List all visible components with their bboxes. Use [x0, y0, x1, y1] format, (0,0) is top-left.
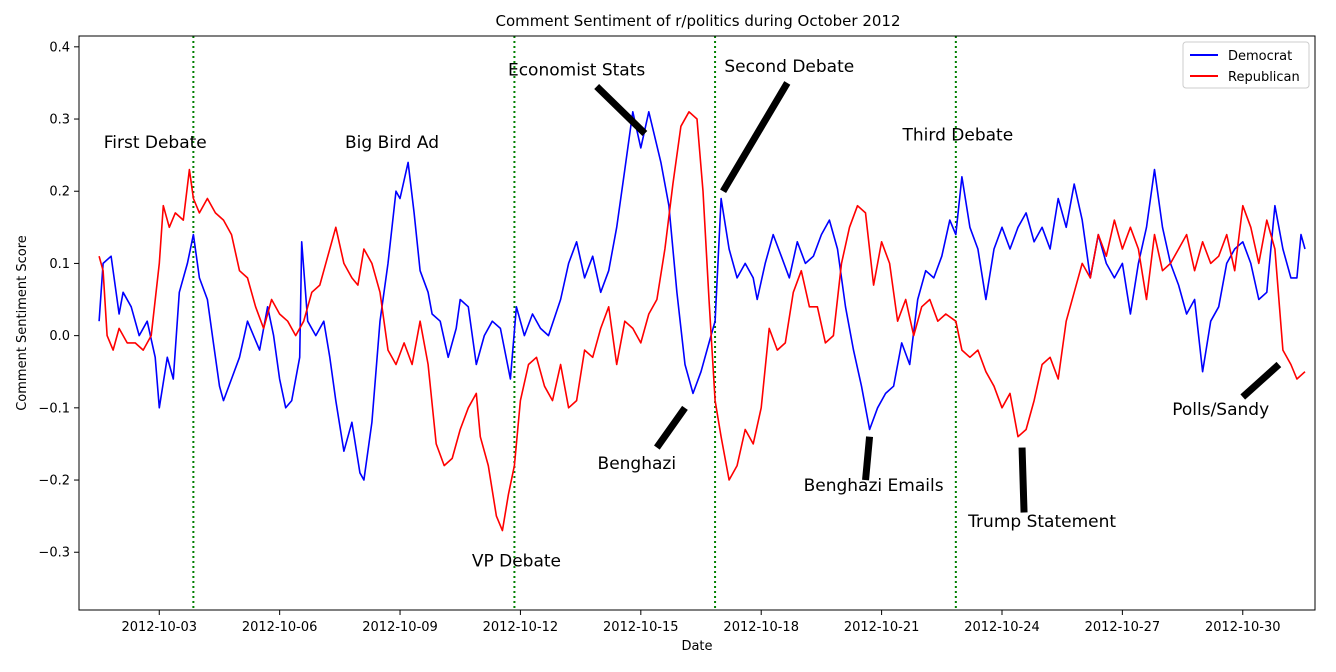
x-tick-label: 2012-10-06: [242, 620, 318, 635]
annotation-arrow: [1240, 361, 1282, 400]
annotation-label: Polls/Sandy: [1172, 400, 1269, 420]
y-tick-label: −0.1: [38, 401, 70, 416]
annotation-label: Second Debate: [724, 57, 854, 77]
annotation-arrow: [1018, 447, 1028, 513]
annotation-label: First Debate: [104, 133, 207, 153]
x-tick-label: 2012-10-21: [844, 620, 920, 635]
legend-entry: Republican: [1228, 70, 1300, 85]
annotation-arrow: [862, 436, 874, 481]
annotation-label: Benghazi: [598, 454, 677, 474]
x-tick-label: 2012-10-30: [1205, 620, 1281, 635]
x-tick-label: 2012-10-03: [121, 620, 197, 635]
annotation-label: VP Debate: [472, 552, 561, 572]
series-line-republican: [98, 111, 1306, 532]
legend: Democrat Republican: [1182, 41, 1310, 89]
x-tick-label: 2012-10-18: [723, 620, 799, 635]
y-tick-label: 0.0: [49, 329, 70, 344]
x-tick-label: 2012-10-12: [483, 620, 559, 635]
annotation-arrow: [654, 405, 688, 450]
series-line-democrat: [98, 111, 1306, 481]
annotation-label: Trump Statement: [967, 512, 1116, 532]
y-tick-label: −0.3: [38, 546, 70, 561]
y-tick-label: 0.3: [49, 113, 70, 128]
annotation-label: Big Bird Ad: [345, 133, 439, 153]
x-tick-label: 2012-10-27: [1085, 620, 1161, 635]
annotation-label: Third Debate: [902, 126, 1014, 146]
y-tick-label: 0.1: [49, 257, 70, 272]
legend-entry: Democrat: [1228, 49, 1292, 64]
y-tick-label: −0.2: [38, 474, 70, 489]
x-axis-label: Date: [681, 639, 712, 654]
annotation-label: Benghazi Emails: [804, 476, 944, 496]
annotation-arrow: [594, 84, 648, 136]
plot-area: [78, 35, 1316, 611]
y-axis-label: Comment Sentiment Score: [15, 235, 30, 411]
x-tick-label: 2012-10-15: [603, 620, 679, 635]
chart-title: Comment Sentiment of r/politics during O…: [495, 12, 900, 30]
annotation-arrow: [720, 81, 791, 194]
annotation-label: Economist Stats: [508, 61, 645, 81]
x-tick-label: 2012-10-09: [362, 620, 438, 635]
x-tick-label: 2012-10-24: [964, 620, 1040, 635]
y-tick-label: 0.2: [49, 185, 70, 200]
y-tick-label: 0.4: [49, 40, 70, 55]
